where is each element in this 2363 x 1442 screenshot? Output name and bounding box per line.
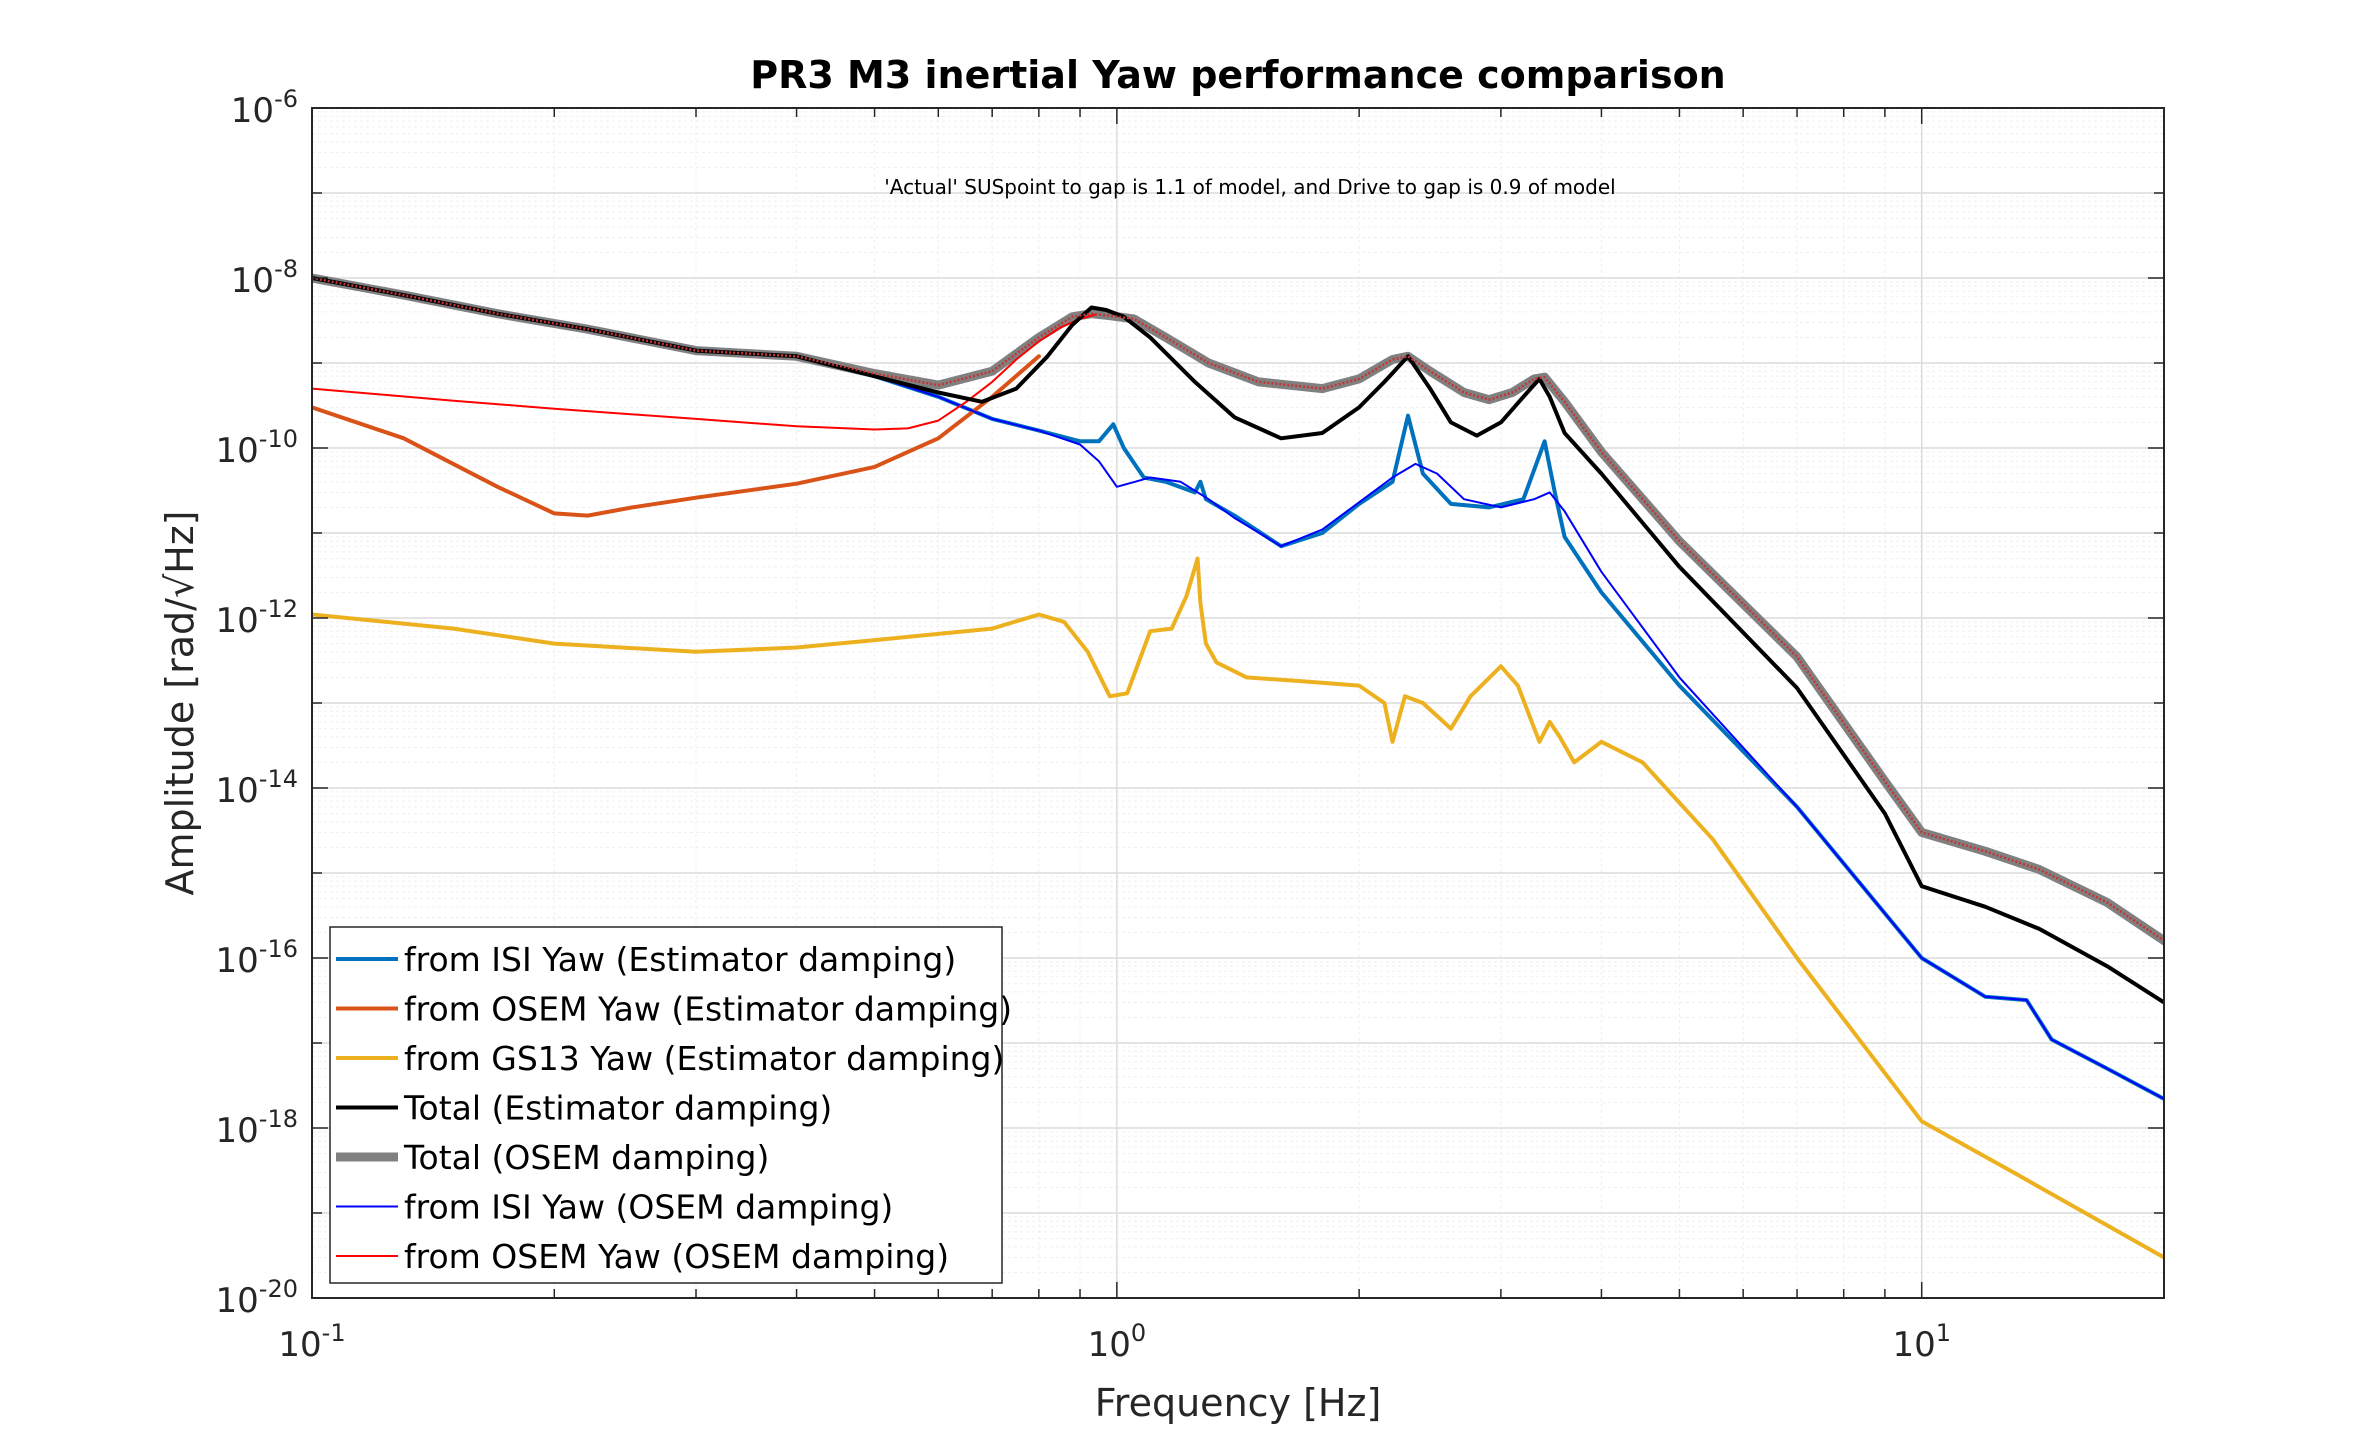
y-tick-label: 10-16 — [216, 935, 298, 981]
legend-entry: from GS13 Yaw (Estimator damping) — [404, 1039, 1004, 1078]
y-tick-label: 10-20 — [216, 1275, 298, 1321]
y-tick-labels: 10-6 10-8 10-10 10-12 10-14 10-16 10-18 10-20 — [216, 85, 298, 1321]
legend-entry: from OSEM Yaw (Estimator damping) — [404, 990, 1012, 1029]
legend-entry: from ISI Yaw (Estimator damping) — [404, 940, 956, 979]
x-tick-label: 10-1 — [278, 1319, 345, 1365]
legend-entry: from ISI Yaw (OSEM damping) — [404, 1188, 893, 1227]
y-tick-label: 10-10 — [216, 425, 298, 471]
legend-box — [329, 926, 1003, 1284]
y-axis-label: Amplitude [rad/√Hz] — [158, 510, 202, 895]
y-tick-label: 10-12 — [216, 595, 298, 641]
x-axis-label: Frequency [Hz] — [1095, 1381, 1382, 1425]
chart-annotation: 'Actual' SUSpoint to gap is 1.1 of model… — [884, 175, 1615, 199]
series-layer — [312, 273, 2164, 1260]
y-tick-label: 10-18 — [216, 1105, 298, 1151]
legend-entry: Total (Estimator damping) — [403, 1089, 832, 1128]
legend: from ISI Yaw (Estimator damping) from OSE… — [329, 926, 1012, 1284]
y-tick-label: 10-6 — [231, 85, 298, 131]
x-tick-label: 100 — [1088, 1319, 1147, 1365]
series-line-from-osem-yaw-estimator-damping — [312, 354, 1041, 518]
series-line-total-osem-overlay — [312, 276, 2164, 942]
x-tick-label: 101 — [1892, 1319, 1951, 1365]
tick-marks — [311, 108, 2165, 1299]
legend-entry: Total (OSEM damping) — [403, 1138, 769, 1177]
x-tick-labels: 10-1 100 101 — [278, 1319, 1951, 1365]
y-tick-label: 10-8 — [231, 255, 298, 301]
legend-entry: from OSEM Yaw (OSEM damping) — [404, 1237, 949, 1276]
y-tick-label: 10-14 — [216, 765, 298, 811]
series-line-total-estimator-damping — [312, 276, 2164, 1005]
series-line-from-gs13-yaw-estimator-damping — [312, 556, 2164, 1260]
chart-title: PR3 M3 inertial Yaw performance comparis… — [750, 53, 1725, 97]
series-line-from-osem-yaw-osem-damping — [312, 313, 1097, 431]
